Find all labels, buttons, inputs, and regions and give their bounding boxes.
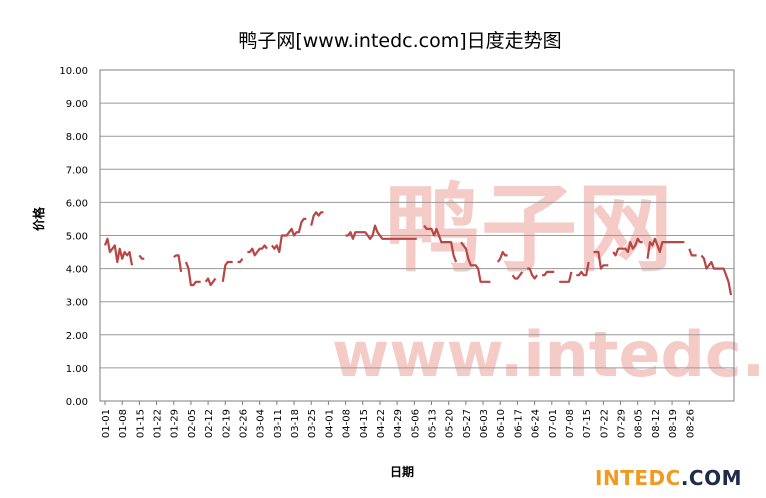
x-tick-label: 05-27 xyxy=(462,409,473,438)
x-tick-label: 04-29 xyxy=(393,409,404,438)
brand-logo-part1: INTEDC xyxy=(595,466,681,490)
y-axis-ticks: 0.00 1.00 2.00 3.00 4.00 5.00 6.00 7.00 8.00 9.00… xyxy=(59,66,88,408)
x-axis-ticks: 01-01 01-08 01-15 01-22 01-29 02-05 02-12 02-19… xyxy=(101,401,696,438)
x-tick-label: 01-01 xyxy=(101,409,112,438)
y-tick-label: 8.00 xyxy=(66,132,88,143)
x-tick-label: 05-20 xyxy=(445,409,456,438)
x-tick-label: 04-15 xyxy=(359,409,370,438)
x-tick-label: 01-15 xyxy=(135,409,146,438)
y-tick-label: 5.00 xyxy=(66,232,88,243)
x-tick-label: 04-08 xyxy=(342,409,353,438)
y-tick-label: 4.00 xyxy=(66,265,88,276)
x-tick-label: 07-29 xyxy=(617,409,628,438)
x-tick-label: 02-12 xyxy=(204,409,215,438)
watermark: 鸭子网 www.intedc.com xyxy=(332,173,766,391)
plot-frame xyxy=(99,69,735,402)
x-tick-label: 04-22 xyxy=(376,409,387,438)
x-tick-label: 07-08 xyxy=(565,409,576,438)
series-line-segment xyxy=(542,270,555,277)
x-tick-label: 04-01 xyxy=(324,409,335,438)
x-tick-label: 01-22 xyxy=(153,409,164,438)
x-tick-label: 08-19 xyxy=(668,409,679,438)
series-line-segment xyxy=(310,211,324,226)
watermark-url-text: www.intedc.com xyxy=(332,318,766,391)
x-tick-label: 07-01 xyxy=(548,409,559,438)
y-tick-label: 7.00 xyxy=(66,165,88,176)
x-tick-label: 02-05 xyxy=(187,409,198,438)
x-tick-label: 06-03 xyxy=(479,409,490,438)
series-line-segment xyxy=(646,237,685,259)
x-tick-label: 03-04 xyxy=(256,409,267,438)
series-line-segment xyxy=(271,217,307,254)
brand-logo: INTEDC.COM xyxy=(595,466,742,490)
series-line-segment xyxy=(593,250,609,270)
series-line-segment xyxy=(345,224,417,240)
x-tick-label: 02-26 xyxy=(238,409,249,438)
y-tick-label: 1.00 xyxy=(66,364,88,375)
series-line-segment xyxy=(511,271,524,280)
y-tick-label: 2.00 xyxy=(66,331,88,342)
series-line-segment xyxy=(496,250,508,263)
x-tick-label: 05-06 xyxy=(410,409,421,438)
series-line-segment xyxy=(423,224,458,263)
x-tick-label: 01-29 xyxy=(170,409,181,438)
series-line-segment xyxy=(527,267,538,280)
series-line-segment xyxy=(138,254,145,260)
series-line-segment xyxy=(237,258,244,264)
series-line-segment xyxy=(247,244,268,257)
x-tick-label: 06-24 xyxy=(531,409,542,438)
x-tick-label: 03-18 xyxy=(290,409,301,438)
series-line-segment xyxy=(559,271,573,283)
y-axis-label: 价格 xyxy=(31,206,46,231)
y-tick-label: 6.00 xyxy=(66,198,88,209)
series-line-segment xyxy=(173,254,183,273)
x-tick-label: 07-15 xyxy=(582,409,593,438)
x-tick-label: 01-08 xyxy=(118,409,129,438)
series-line-segment xyxy=(184,261,201,287)
series-line-segment xyxy=(688,248,697,257)
series-line-segment xyxy=(221,260,233,282)
x-tick-label: 08-05 xyxy=(634,409,645,438)
brand-logo-part2: .COM xyxy=(680,466,742,490)
x-tick-label: 02-19 xyxy=(221,409,232,438)
series-line-segment xyxy=(576,261,590,277)
y-tick-label: 10.00 xyxy=(59,66,88,77)
series-line-segment xyxy=(204,277,217,287)
x-axis-label: 日期 xyxy=(390,464,414,479)
x-tick-label: 06-17 xyxy=(513,409,524,438)
series-line-segment xyxy=(612,237,643,257)
series-line-segment xyxy=(700,254,733,296)
price-series xyxy=(103,211,733,296)
x-tick-label: 08-12 xyxy=(651,409,662,438)
series-line-segment xyxy=(103,237,134,266)
x-tick-label: 06-10 xyxy=(496,409,507,438)
x-tick-label: 08-26 xyxy=(685,409,696,438)
chart-title: 鸭子网[www.intedc.com]日度走势图 xyxy=(238,30,561,52)
x-tick-label: 05-13 xyxy=(428,409,439,438)
y-tick-label: 0.00 xyxy=(66,397,88,408)
series-line-segment xyxy=(460,241,491,283)
watermark-logo-text: 鸭子网 xyxy=(385,173,673,285)
y-tick-label: 9.00 xyxy=(66,99,88,110)
x-tick-label: 03-11 xyxy=(273,409,284,438)
x-tick-label: 03-25 xyxy=(307,409,318,438)
x-tick-label: 07-22 xyxy=(599,409,610,438)
y-tick-label: 3.00 xyxy=(66,298,88,309)
